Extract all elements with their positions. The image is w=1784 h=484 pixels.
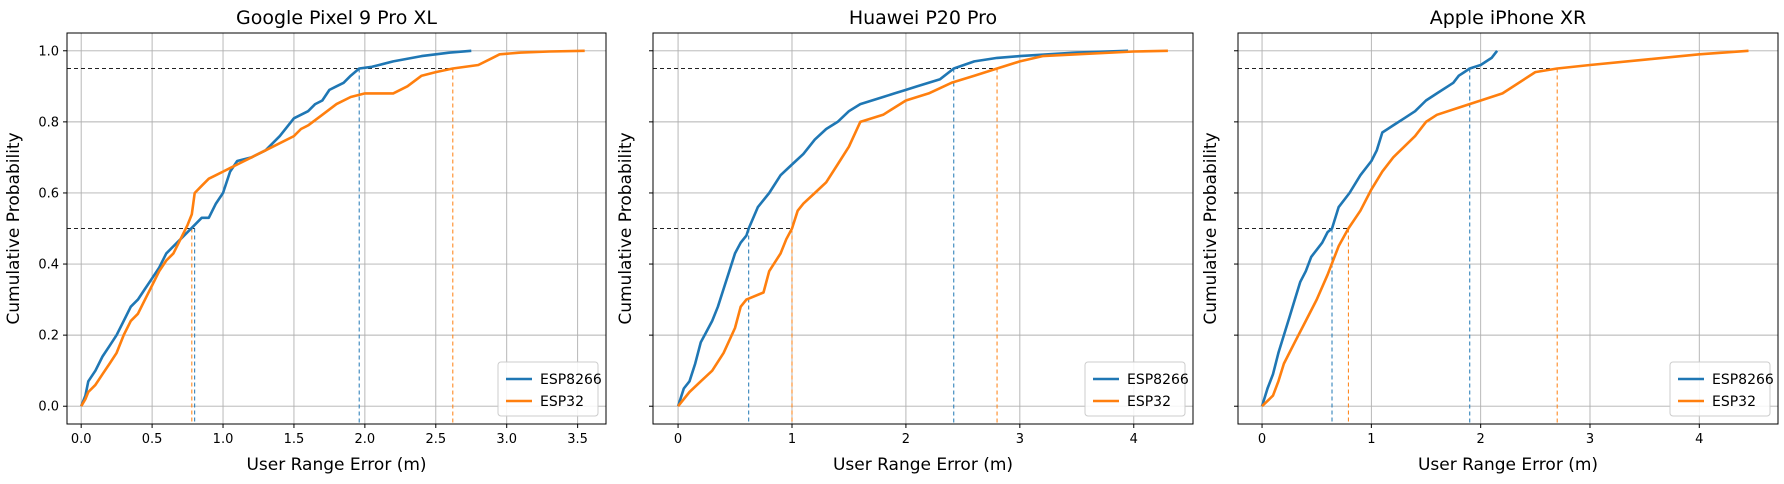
axes-frame: [652, 32, 1194, 425]
x-tick-label: 3: [1586, 432, 1594, 447]
legend-label-esp8266: ESP8266: [1712, 372, 1774, 388]
x-tick-label: 3: [1016, 432, 1024, 447]
legend-label-esp32: ESP32: [540, 394, 584, 410]
legend-box: [497, 361, 599, 417]
subplot-google-pixel-9-pro-xl: 0.0 0.5 1.0 1.5 2.0 2.5 3.0 3.5 0.0 0.2 0.4 0.6 0.8 1…: [4, 7, 607, 475]
x-axis-label: User Range Error (m): [246, 455, 426, 475]
subplot-title: Google Pixel 9 Pro XL: [236, 7, 437, 29]
series-line-esp8266: [1260, 50, 1499, 407]
legend: ESP8266 ESP32: [1669, 361, 1774, 417]
x-tick-label: 2: [1477, 432, 1485, 447]
legend-label-esp8266: ESP8266: [1127, 372, 1189, 388]
x-axis-label: User Range Error (m): [833, 455, 1013, 475]
x-tick-label: 0.5: [142, 432, 163, 447]
y-axis-label: Cumulative Probability: [616, 132, 636, 324]
x-tick-label: 0.0: [71, 432, 92, 447]
subplot-huawei-p20-pro: 0 1 2 3 4 Huawei P20 Pro User Range Error (m) C…: [616, 7, 1194, 475]
legend-box: [1669, 361, 1771, 417]
x-tick-label: 2: [902, 432, 910, 447]
legend-label-esp32: ESP32: [1712, 394, 1756, 410]
legend-label-esp32: ESP32: [1127, 394, 1171, 410]
y-tick-label: 0.2: [38, 329, 59, 344]
legend-box: [1084, 361, 1186, 417]
x-tick-label: 2.0: [355, 432, 376, 447]
y-tick-label: 0.0: [38, 400, 59, 415]
legend: ESP8266 ESP32: [1084, 361, 1189, 417]
x-tick-label: 3.0: [496, 432, 517, 447]
x-tick-label: 1.0: [213, 432, 234, 447]
x-tick-label: 3.5: [567, 432, 588, 447]
y-tick-label: 1.0: [38, 44, 59, 59]
y-axis-label: Cumulative Probability: [4, 132, 24, 324]
x-tick-label: 1.5: [284, 432, 305, 447]
subplot-apple-iphone-xr: 0 1 2 3 4 Apple iPhone XR User Range Error (m)…: [1201, 7, 1779, 475]
x-axis-label: User Range Error (m): [1418, 455, 1598, 475]
x-tick-label: 2.5: [425, 432, 446, 447]
axes-frame: [1237, 32, 1779, 425]
legend-label-esp8266: ESP8266: [540, 372, 602, 388]
series-line-esp8266: [676, 49, 1129, 407]
legend: ESP8266 ESP32: [497, 361, 602, 417]
x-tick-label: 1: [788, 432, 796, 447]
x-tick-label: 4: [1130, 432, 1138, 447]
x-tick-label: 1: [1367, 432, 1375, 447]
x-tick-label: 0: [1258, 432, 1266, 447]
axes-frame: [66, 32, 607, 425]
series-line-esp32: [80, 49, 585, 407]
x-tick-label: 4: [1695, 432, 1703, 447]
y-tick-label: 0.8: [38, 115, 59, 130]
series-line-esp32: [1261, 49, 1749, 408]
y-tick-label: 0.4: [38, 258, 59, 273]
subplot-title: Apple iPhone XR: [1430, 7, 1587, 29]
y-tick-label: 0.6: [38, 186, 59, 201]
series-line-esp8266: [79, 49, 472, 407]
series-line-esp32: [677, 49, 1168, 408]
y-axis-label: Cumulative Probability: [1201, 132, 1221, 324]
x-tick-label: 0: [674, 432, 682, 447]
subplot-title: Huawei P20 Pro: [849, 7, 997, 29]
